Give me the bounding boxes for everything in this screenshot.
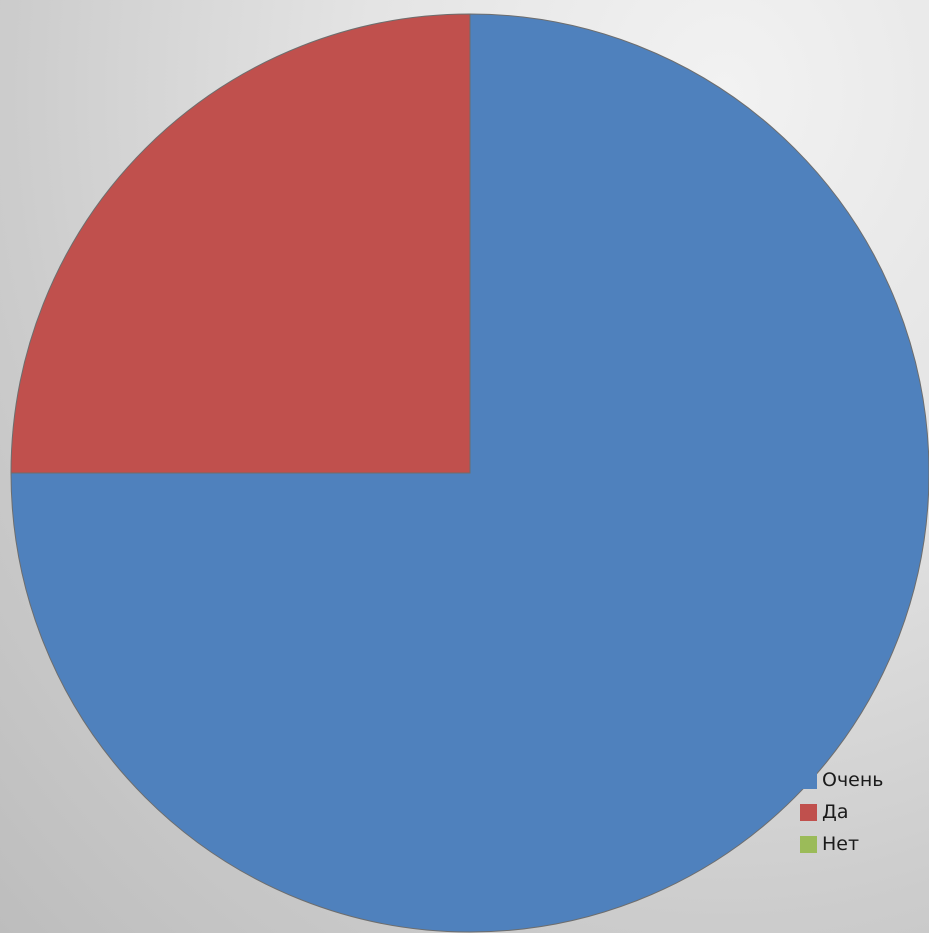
legend-item-da: Да [800,796,884,828]
chart-legend: Очень Да Нет [800,764,884,860]
legend-swatch-ochen [800,771,817,789]
legend-item-ochen: Очень [800,764,884,796]
legend-swatch-da [800,803,817,821]
pie-slice-ochen [10,13,929,933]
legend-swatch-net [800,835,817,853]
legend-label-net: Нет [822,832,860,855]
legend-label-ochen: Очень [822,768,884,791]
legend-item-net: Нет [800,828,884,860]
pie-slice-da [10,13,471,474]
legend-label-da: Да [822,800,849,823]
